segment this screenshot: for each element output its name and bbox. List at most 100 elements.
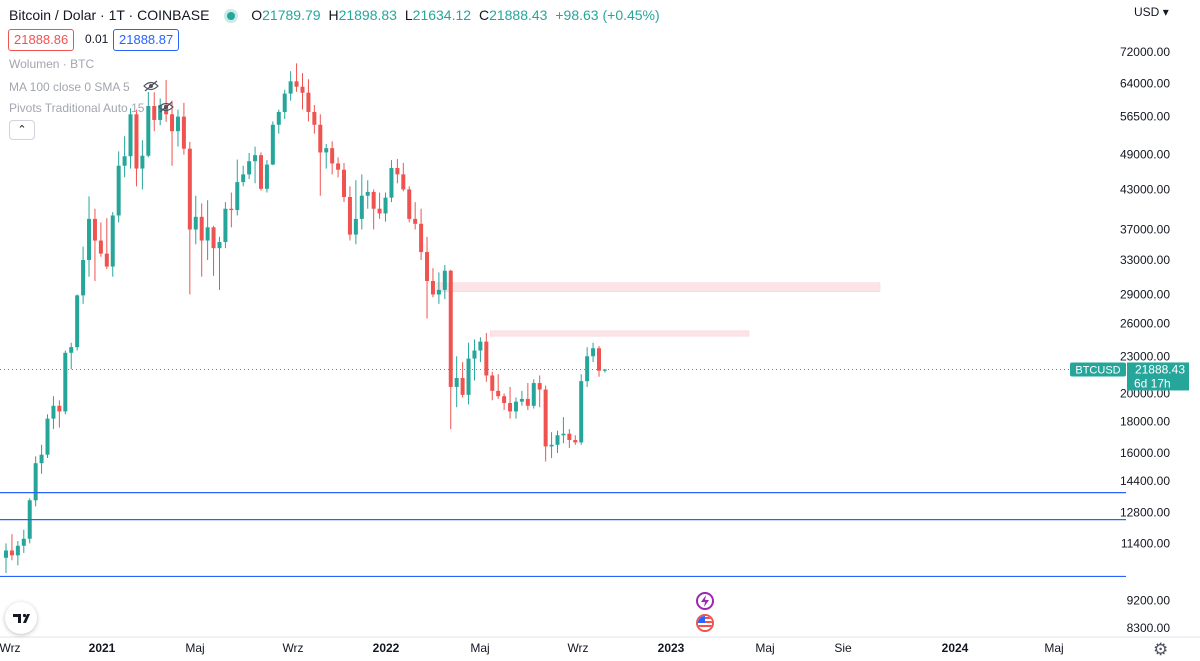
price-change: +98.63 (+0.45%) xyxy=(555,7,660,23)
tradingview-logo-icon[interactable] xyxy=(5,602,37,634)
candle-down xyxy=(460,377,465,395)
price-tick-label: 18000.00 xyxy=(1120,415,1170,429)
price-tick-label: 12800.00 xyxy=(1120,506,1170,520)
spread-value: 0.01 xyxy=(85,32,109,46)
candle-up xyxy=(223,208,228,243)
candle-down xyxy=(502,396,507,404)
candle-up xyxy=(217,242,222,249)
resistance-zone xyxy=(436,282,881,292)
lightning-event-icon[interactable] xyxy=(696,592,714,610)
price-tick-label: 49000.00 xyxy=(1120,148,1170,162)
candle-down xyxy=(57,405,62,412)
candle-up xyxy=(585,356,590,382)
candle-down xyxy=(347,196,352,235)
candle-up xyxy=(81,260,86,296)
time-tick-label: 2022 xyxy=(373,641,400,655)
indicator-ma[interactable]: MA 100 close 0 SMA 5 xyxy=(9,80,159,95)
price-tick-label: 64000.00 xyxy=(1120,76,1170,90)
candle-down xyxy=(199,216,204,241)
candle-up xyxy=(436,289,441,295)
price-tick-label: 43000.00 xyxy=(1120,182,1170,196)
candle-up xyxy=(140,155,145,169)
candle-up xyxy=(478,341,483,351)
collapse-indicators-button[interactable]: ⌃ xyxy=(9,120,35,140)
chevron-down-icon: ▾ xyxy=(1162,5,1169,19)
candle-down xyxy=(430,281,435,295)
resistance-zones xyxy=(436,282,881,337)
price-axis[interactable]: 72000.00 64000.00 56500.00 49000.00 43000.00… xyxy=(1120,0,1200,638)
indicator-volume[interactable]: Wolumen · BTC xyxy=(9,57,95,71)
hidden-eye-icon[interactable] xyxy=(143,80,159,95)
candle-up xyxy=(549,444,554,447)
candle-down xyxy=(543,389,548,447)
candle-up xyxy=(353,218,358,235)
time-axis[interactable]: Wrz 2021 Maj Wrz 2022 Maj Wrz 2023 Maj Sie 2024 Maj xyxy=(0,636,1200,655)
time-tick-label: Wrz xyxy=(282,641,303,655)
ohlc-open: O21789.79 xyxy=(251,7,321,23)
candle-up xyxy=(128,114,133,157)
candle-down xyxy=(567,433,572,441)
candle-up xyxy=(39,454,44,464)
hidden-eye-icon[interactable] xyxy=(157,101,174,116)
price-tick-label: 72000.00 xyxy=(1120,45,1170,59)
candle-down xyxy=(377,208,382,214)
market-open-status-icon xyxy=(227,11,236,20)
candle-up xyxy=(359,195,364,219)
candle-up xyxy=(175,116,180,132)
candle-up xyxy=(87,218,92,261)
candle-up xyxy=(602,369,607,371)
candle-up xyxy=(276,111,281,125)
candle-down xyxy=(318,124,323,153)
ohlc-high: H21898.83 xyxy=(328,7,397,23)
symbol-legend: Bitcoin / Dolar · 1T · COINBASE O21789.7… xyxy=(9,7,660,23)
candle-down xyxy=(306,92,311,112)
candlestick-series xyxy=(4,63,607,574)
candle-down xyxy=(98,240,103,254)
candle-down xyxy=(407,189,412,219)
candle-up xyxy=(383,197,388,214)
candle-down xyxy=(164,105,169,115)
candle-down xyxy=(134,114,139,169)
time-tick-label: 2023 xyxy=(658,641,685,655)
us-flag-event-icon[interactable] xyxy=(696,614,714,632)
time-tick-label: Maj xyxy=(470,641,489,655)
horizontal-levels[interactable]: 13789.5612461.4810071.72 xyxy=(0,485,1189,584)
candle-down xyxy=(104,253,109,267)
candle-down xyxy=(342,169,347,197)
price-tick-label: 11400.00 xyxy=(1121,536,1170,550)
symbol-title[interactable]: Bitcoin / Dolar · 1T · COINBASE xyxy=(9,7,210,23)
price-tick-label: 56500.00 xyxy=(1120,110,1170,124)
price-tick-label: 23000.00 xyxy=(1120,349,1170,363)
price-tick-label: 29000.00 xyxy=(1120,287,1170,301)
price-tick-label: 37000.00 xyxy=(1120,222,1170,236)
candle-down xyxy=(395,167,400,175)
ohlc-low: L21634.12 xyxy=(404,7,472,23)
sell-price-button[interactable]: 21888.86 xyxy=(8,29,75,51)
time-tick-label: Maj xyxy=(1044,641,1063,655)
price-tick-label: 8300.00 xyxy=(1127,621,1171,635)
chart-settings-gear-icon[interactable]: ⚙ xyxy=(1153,640,1169,659)
candle-down xyxy=(312,111,317,125)
currency-selector[interactable]: USD ▾ xyxy=(1134,5,1169,19)
candle-down xyxy=(525,398,530,406)
candle-up xyxy=(466,358,471,395)
candle-up xyxy=(241,174,246,183)
candle-down xyxy=(490,375,495,391)
last-price-value: 21888.43 xyxy=(1135,362,1185,376)
candle-down xyxy=(371,191,376,209)
candle-up xyxy=(122,156,127,166)
candle-down xyxy=(419,223,424,253)
buy-price-button[interactable]: 21888.87 xyxy=(113,29,180,51)
time-tick-label: 2021 xyxy=(89,641,116,655)
candle-down xyxy=(336,163,341,170)
time-tick-label: 2024 xyxy=(942,641,969,655)
price-tick-label: 33000.00 xyxy=(1120,253,1170,267)
time-tick-label: Sie xyxy=(834,641,852,655)
ohlc-close: C21888.43 xyxy=(478,7,548,23)
candle-down xyxy=(92,218,97,241)
candle-down xyxy=(413,218,418,224)
candle-up xyxy=(33,463,38,501)
indicator-pivots[interactable]: Pivots Traditional Auto 15 xyxy=(9,101,174,116)
